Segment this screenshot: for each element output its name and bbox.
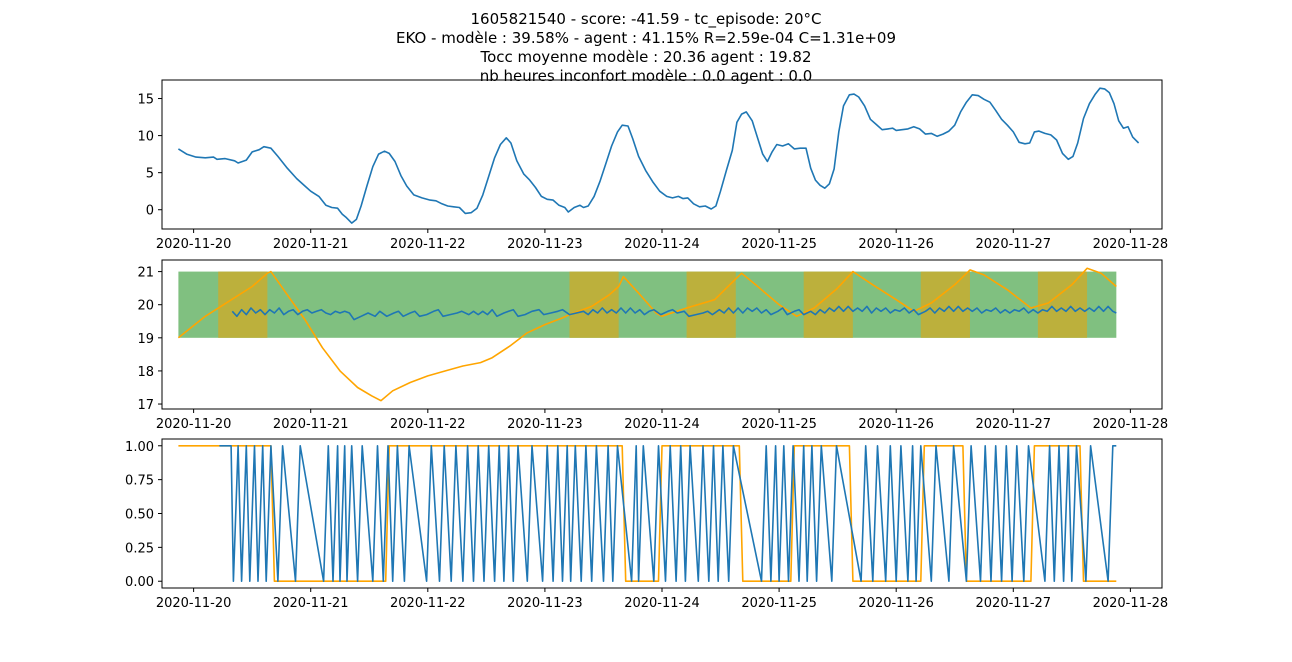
y-tick-label: 17	[137, 398, 154, 413]
chart-outdoor-temperature: 2020-11-20 2020-11-21 2020-11-22 2020-11-23…	[137, 79, 1169, 252]
x-tick-label: 2020-11-24	[624, 417, 700, 432]
x-tick-label: 2020-11-22	[390, 596, 466, 611]
x-tick-label: 2020-11-28	[1093, 237, 1169, 252]
x-tick-label: 2020-11-23	[507, 596, 583, 611]
x-tick-label: 2020-11-27	[976, 596, 1052, 611]
x-tick-label: 2020-11-26	[858, 417, 934, 432]
y-tick-label: 18	[137, 365, 154, 380]
x-tick-label: 2020-11-27	[976, 237, 1052, 252]
x-tick-label: 2020-11-25	[741, 417, 817, 432]
x-tick-label: 2020-11-25	[741, 237, 817, 252]
y-tick-label: 0	[146, 204, 154, 219]
x-tick-label: 2020-11-25	[741, 596, 817, 611]
y-tick-label: 1.00	[125, 440, 154, 455]
y-tick-label: 19	[137, 332, 154, 347]
series-model	[177, 267, 1117, 402]
occupied-band-2	[686, 271, 736, 338]
chart-indoor-temperature: 2020-11-20 2020-11-21 2020-11-22 2020-11-23…	[137, 259, 1169, 432]
series-agent	[219, 444, 1117, 583]
title-line-1: 1605821540 - score: -41.59 - tc_episode:…	[470, 10, 822, 28]
y-tick-label: 15	[137, 93, 154, 108]
y-tick-label: 20	[137, 299, 154, 314]
x-tick-label: 2020-11-21	[273, 596, 349, 611]
occupied-band-5	[1037, 271, 1088, 338]
x-tick-label: 2020-11-21	[273, 417, 349, 432]
x-tick-label: 2020-11-27	[976, 417, 1052, 432]
y-tick-label: 0.75	[125, 474, 154, 489]
x-tick-label: 2020-11-20	[156, 237, 232, 252]
x-tick-label: 2020-11-24	[624, 237, 700, 252]
x-tick-label: 2020-11-23	[507, 417, 583, 432]
series-outdoor	[177, 87, 1140, 224]
x-tick-label: 2020-11-22	[390, 417, 466, 432]
title-line-2: EKO - modèle : 39.58% - agent : 41.15% R…	[395, 29, 896, 47]
series-agent	[231, 305, 1117, 321]
y-tick-label: 10	[137, 130, 154, 145]
x-tick-label: 2020-11-24	[624, 596, 700, 611]
x-tick-label: 2020-11-23	[507, 237, 583, 252]
y-tick-label: 0.25	[125, 541, 154, 556]
y-tick-label: 0.50	[125, 508, 154, 523]
x-tick-label: 2020-11-20	[156, 596, 232, 611]
x-tick-label: 2020-11-22	[390, 237, 466, 252]
y-tick-label: 0.00	[125, 575, 154, 590]
y-tick-label: 5	[146, 167, 154, 182]
x-tick-label: 2020-11-21	[273, 237, 349, 252]
x-tick-label: 2020-11-20	[156, 417, 232, 432]
x-tick-label: 2020-11-28	[1093, 417, 1169, 432]
x-tick-label: 2020-11-26	[858, 237, 934, 252]
occupied-band-3	[803, 271, 853, 338]
title-line-3: Tocc moyenne modèle : 20.36 agent : 19.8…	[480, 48, 812, 66]
x-tick-label: 2020-11-26	[858, 596, 934, 611]
chart-heating-actions: 2020-11-20 2020-11-21 2020-11-22 2020-11-23…	[125, 438, 1169, 611]
x-tick-label: 2020-11-28	[1093, 596, 1169, 611]
comfort-band	[178, 271, 1117, 338]
y-tick-label: 21	[137, 266, 154, 281]
axes-frame	[161, 79, 1163, 230]
occupied-band-0	[218, 271, 268, 338]
